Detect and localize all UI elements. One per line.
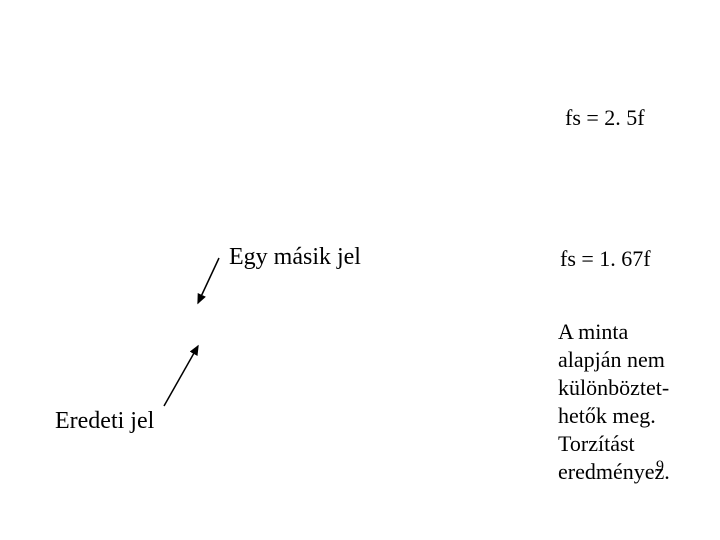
arrow-original-signal: [0, 0, 720, 540]
arrow-line: [164, 346, 198, 406]
diagram-stage: fs = 2. 5f fs = 1. 67f Egy másik jel Ere…: [0, 0, 720, 540]
